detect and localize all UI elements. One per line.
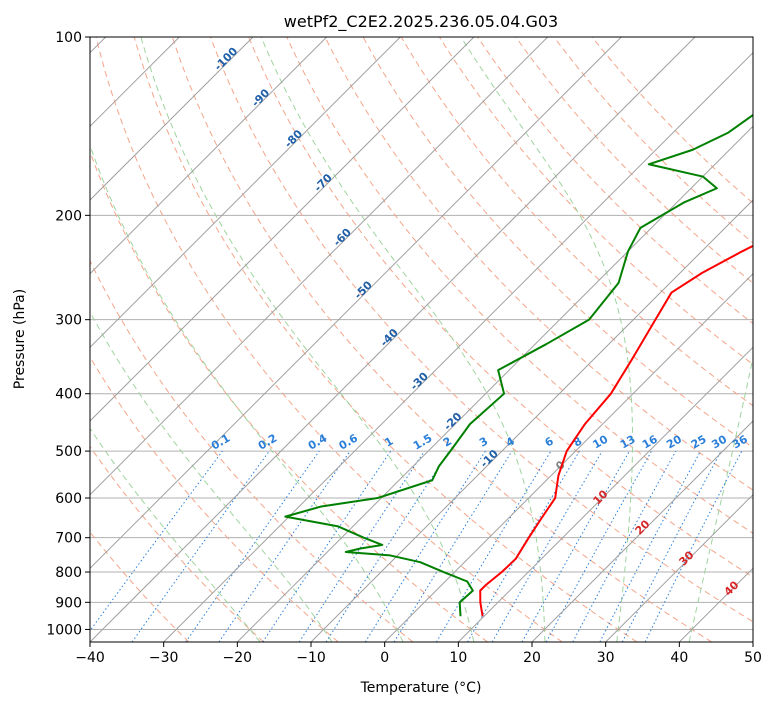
mixing-ratio-line [545,450,653,642]
isotherm-line [163,51,753,642]
mixing-ratio-line [90,450,223,632]
y-tick-label: 800 [55,565,82,581]
y-tick-label: 1000 [46,622,82,638]
temperature-profile-line [479,244,753,617]
mixing-ratio-line [298,450,425,642]
x-tick-label: 20 [523,650,541,666]
chart-title: wetPf2_C2E2.2025.236.05.04.G03 [284,12,558,32]
isotherm-line [236,125,753,642]
y-tick-label: 100 [55,30,82,46]
moist-adiabat-line [260,37,546,642]
mixing-ratio-line [572,450,677,642]
isotherm-line [90,37,254,201]
isotherm-line [605,493,753,642]
axes-frame [89,36,754,643]
x-axis-ticks: −40 −30 −20 −10 0 10 20 30 40 50 [75,642,762,666]
isotherm-line [90,37,622,570]
x-tick-label: 40 [670,650,688,666]
dry-adiabats [90,37,753,642]
mixing-ratio-line [218,450,351,642]
isotherm-line [90,37,475,422]
dry-adiabat-line [90,445,264,642]
dewpoint-profile-line [284,113,753,617]
mixing-ratio-line [185,450,320,642]
isotherm-line [457,346,753,642]
y-tick-label: 900 [55,595,82,611]
isotherm-line [90,37,696,642]
isotherm-line [531,420,753,642]
isotherm-line [90,37,549,496]
dry-adiabat-line [171,37,712,642]
x-tick-label: −40 [75,650,105,666]
x-tick-label: −30 [149,650,179,666]
dry-adiabat-line [95,37,563,642]
x-tick-label: 50 [744,650,762,666]
x-tick-label: 30 [597,650,615,666]
dry-adiabat-line [90,259,414,642]
mixing-ratio-line [521,450,630,642]
mixing-ratio-line [393,450,513,642]
x-tick-label: 10 [449,650,467,666]
y-axis-ticks: 100 200 300 400 500 600 700 800 900 1000 [46,30,90,638]
isotherm-line [310,199,753,642]
moist-adiabat-line [688,355,753,642]
y-tick-label: 200 [55,208,82,224]
dry-adiabat-line [210,37,753,623]
dry-adiabat-line [248,37,753,578]
x-tick-label: −10 [296,650,326,666]
dry-adiabat-line [515,37,753,284]
y-tick-label: 500 [55,444,82,460]
mixing-ratio-line [325,450,450,642]
moist-adiabat-line [90,144,404,642]
plot-area: -100-90-80-70-60-50-40-30-20-100.1 0.2 0.4… [90,37,753,642]
moist-adiabat-line [90,310,333,642]
x-tick-label: 0 [380,650,389,666]
mixing-ratio-line [262,450,392,642]
dry-adiabat-line [286,37,753,534]
mixing-ratio-line [131,450,270,642]
isotherm-line [90,37,401,349]
y-tick-label: 700 [55,531,82,547]
dry-adiabat-line [90,356,339,642]
profile-series [284,113,753,617]
mixing-ratio-lines [90,450,743,642]
moist-adiabat-line [90,427,261,642]
y-tick-label: 400 [55,387,82,403]
dry-adiabat-line [324,37,753,491]
isotherm-line [90,37,328,275]
y-axis-label: Pressure (hPa) [12,289,28,389]
dry-adiabat-line [133,37,638,642]
y-tick-label: 600 [55,491,82,507]
x-tick-label: −20 [223,650,253,666]
pressure-grid [90,37,753,630]
y-tick-label: 300 [55,313,82,329]
mixing-ratio-line [644,450,743,642]
isotherm-line [384,272,753,642]
isotherms [90,37,753,642]
x-axis-label: Temperature (°C) [360,680,482,696]
